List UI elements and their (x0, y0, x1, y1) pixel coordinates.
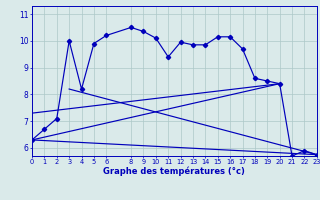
X-axis label: Graphe des températures (°c): Graphe des températures (°c) (103, 167, 245, 176)
